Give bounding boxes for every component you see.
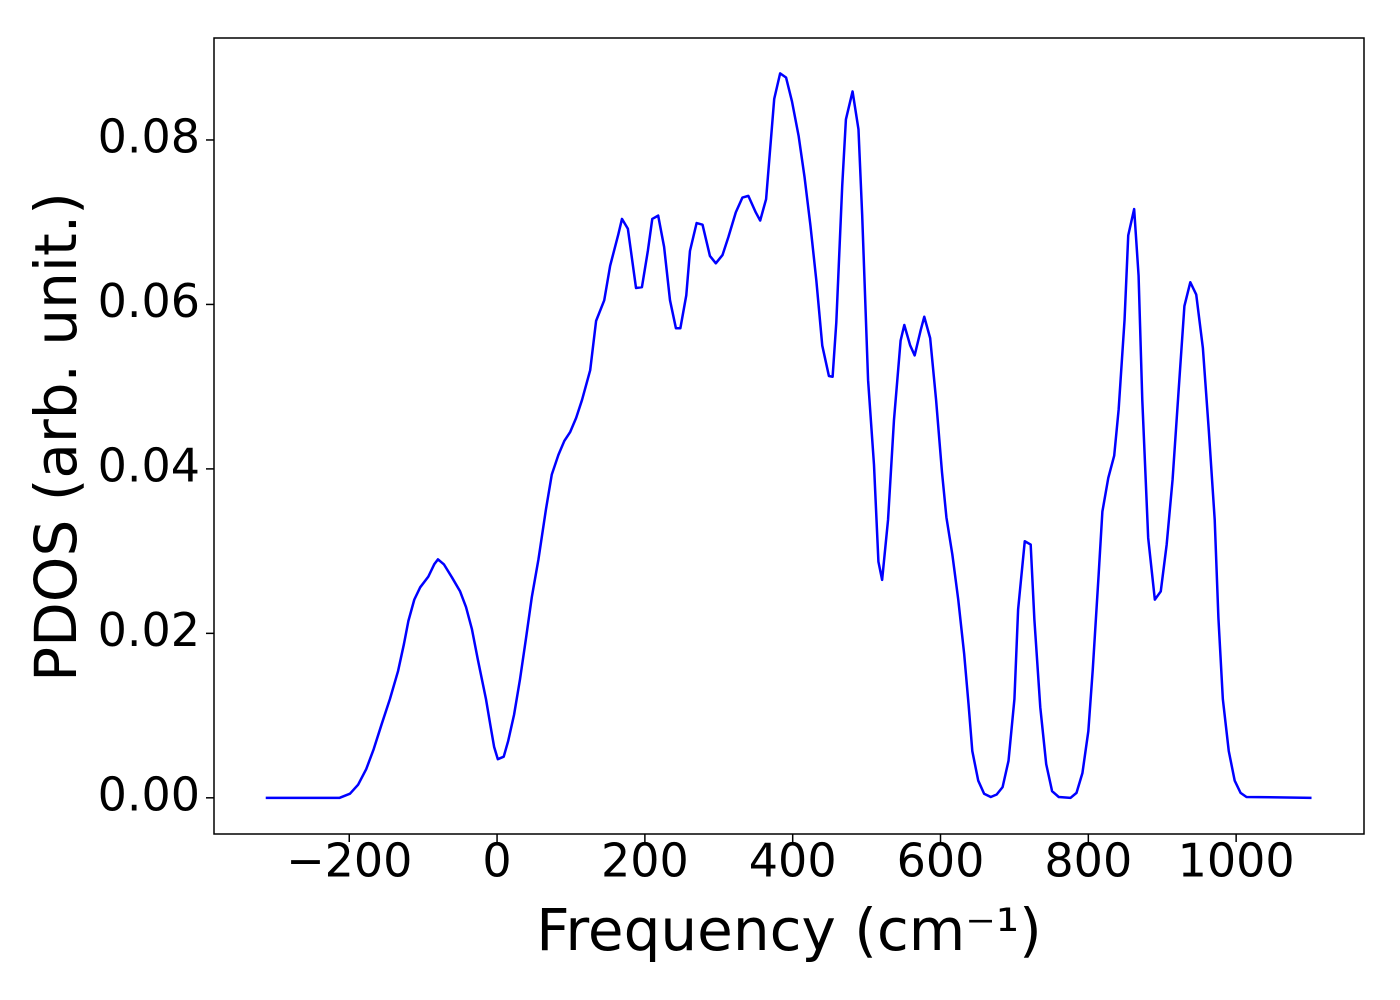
x-tick-label: 0: [482, 834, 511, 888]
x-tick-label: 600: [897, 834, 985, 888]
x-tick-label: 1000: [1178, 834, 1295, 888]
y-tick-label: 0.02: [98, 603, 200, 657]
x-tick-label: 200: [601, 834, 689, 888]
y-tick-label: 0.06: [98, 274, 200, 328]
plot-frame: [213, 37, 1365, 835]
y-tick-label: 0.08: [98, 109, 200, 163]
y-tick-label: 0.00: [98, 767, 200, 821]
y-tick-label: 0.04: [98, 438, 200, 492]
x-tick-label: 800: [1044, 834, 1132, 888]
x-tick-label: 400: [749, 834, 837, 888]
pdos-line: [265, 72, 1312, 800]
y-axis-label: PDOS (arb. unit.): [22, 192, 90, 682]
x-axis-label: Frequency (cm⁻¹): [536, 896, 1042, 964]
x-tick-label: −200: [286, 834, 412, 888]
